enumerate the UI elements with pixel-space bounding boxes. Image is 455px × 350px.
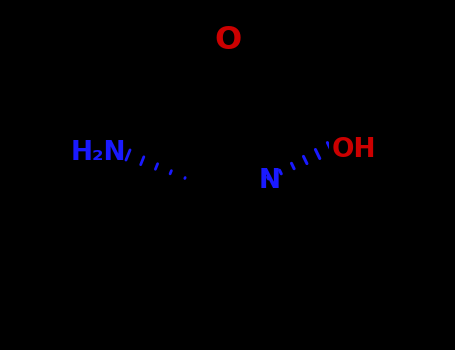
- Text: H₂N: H₂N: [71, 140, 126, 166]
- Text: N: N: [259, 168, 281, 194]
- Text: O: O: [214, 25, 242, 56]
- Text: OH: OH: [332, 137, 376, 163]
